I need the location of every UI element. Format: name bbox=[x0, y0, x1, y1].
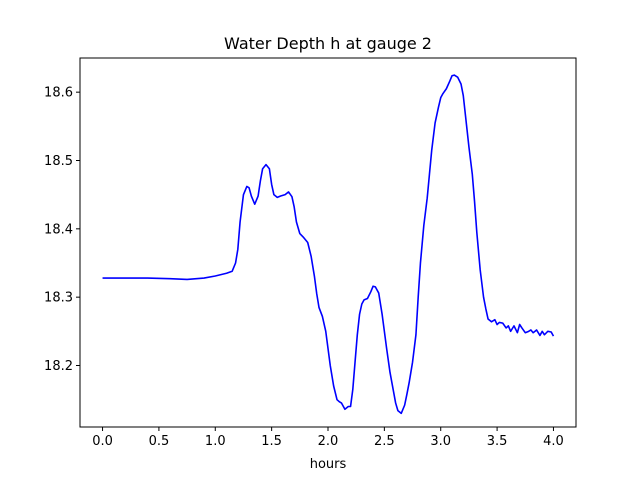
y-tick-label: 18.6 bbox=[44, 86, 73, 101]
x-tick-label: 1.0 bbox=[205, 434, 226, 449]
x-axis-label: hours bbox=[310, 457, 347, 472]
x-tick-label: 2.5 bbox=[374, 434, 395, 449]
x-tick-label: 3.5 bbox=[487, 434, 508, 449]
tick-layer: 0.0 0.5 1.0 1.5 2.0 2.5 3.0 3.5 4.0 18.2 18.3 18.4 1… bbox=[44, 86, 564, 449]
y-tick-label: 18.4 bbox=[44, 222, 73, 237]
plot-layer bbox=[102, 74, 555, 415]
x-tick-label: 0.0 bbox=[92, 434, 113, 449]
x-tick-label: 4.0 bbox=[543, 434, 564, 449]
y-tick-label: 18.2 bbox=[44, 359, 73, 374]
y-tick-label: 18.5 bbox=[44, 154, 73, 169]
x-tick-label: 3.0 bbox=[430, 434, 451, 449]
y-tick-label: 18.3 bbox=[44, 291, 73, 306]
plot-frame bbox=[79, 57, 577, 428]
x-tick-label: 1.5 bbox=[261, 434, 282, 449]
series-line-0 bbox=[102, 74, 555, 415]
x-tick-label: 0.5 bbox=[149, 434, 170, 449]
chart-title: Water Depth h at gauge 2 bbox=[224, 34, 432, 53]
x-tick-label: 2.0 bbox=[318, 434, 339, 449]
